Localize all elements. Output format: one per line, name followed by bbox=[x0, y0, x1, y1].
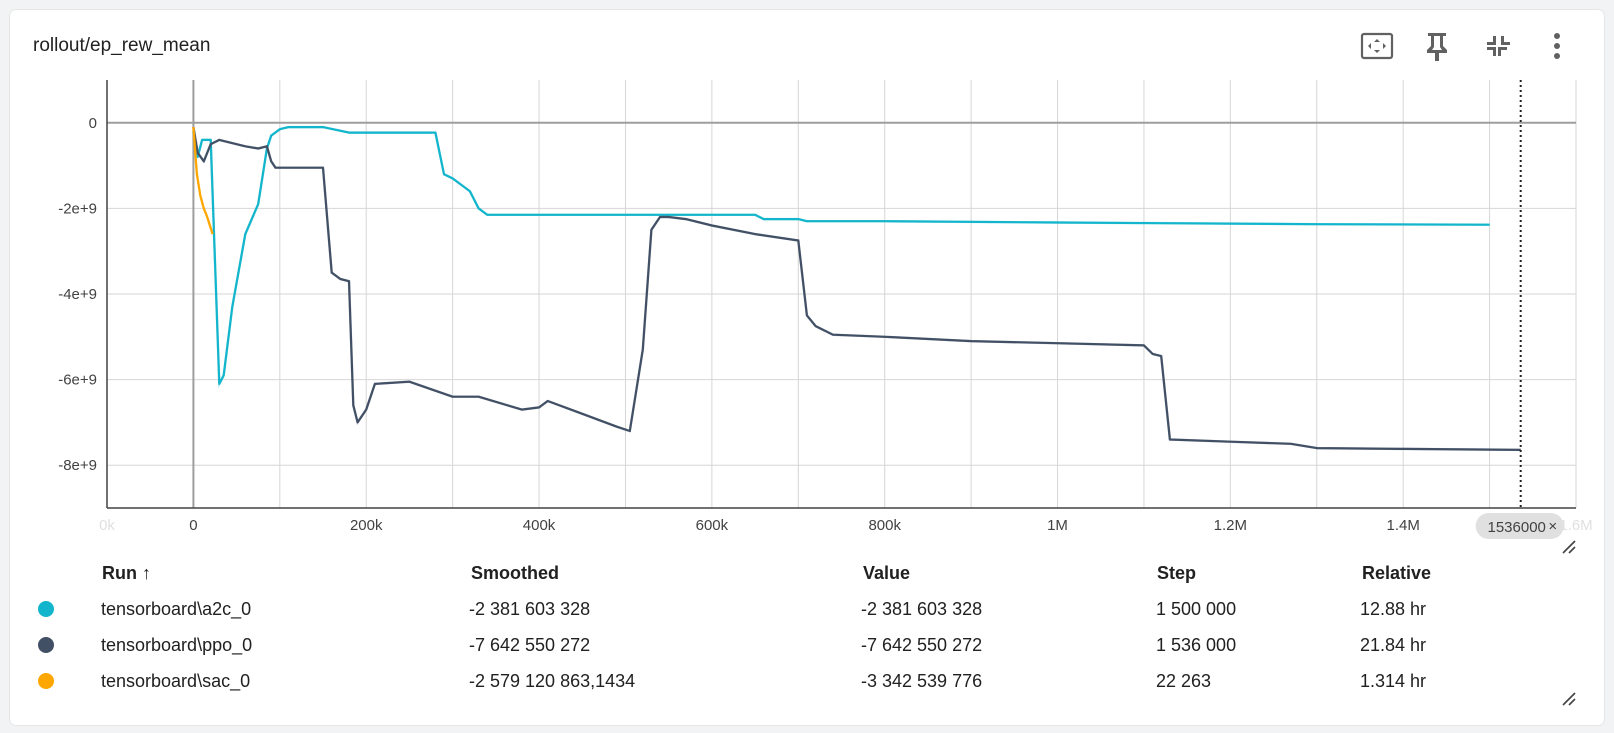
pin-button[interactable] bbox=[1416, 28, 1458, 64]
x-tick-label: 1.6M bbox=[1559, 517, 1592, 534]
relative-value: 12.88 hr bbox=[1360, 599, 1427, 619]
x-tick-label: 0k bbox=[99, 517, 115, 534]
raw-value: -2 381 603 328 bbox=[861, 599, 983, 619]
x-tick-label: 0 bbox=[189, 517, 197, 534]
step-value: 22 263 bbox=[1156, 671, 1212, 691]
close-icon[interactable]: × bbox=[1548, 518, 1557, 535]
relative-value: 1.314 hr bbox=[1360, 671, 1427, 691]
run-color-dot bbox=[38, 637, 54, 653]
step-value: 1 536 000 bbox=[1156, 635, 1237, 655]
x-tick-label: 800k bbox=[868, 517, 901, 534]
y-tick-label: -4e+9 bbox=[58, 286, 97, 303]
more-options-button[interactable] bbox=[1536, 28, 1578, 64]
series-line bbox=[192, 126, 1521, 451]
x-tick-label: 1.2M bbox=[1214, 517, 1247, 534]
sort-arrow-icon: ↑ bbox=[142, 563, 152, 583]
smoothed-value: -2 579 120 863,1434 bbox=[469, 671, 636, 691]
series-raw-line bbox=[192, 125, 1490, 389]
hover-indicator: 1536000 × bbox=[1475, 80, 1564, 539]
series-line bbox=[192, 127, 214, 235]
raw-value: -7 642 550 272 bbox=[861, 635, 983, 655]
run-name: tensorboard\sac_0 bbox=[101, 671, 251, 691]
table-row: tensorboard\a2c_0 -2 381 603 328 -2 381 … bbox=[0, 592, 1614, 626]
smoothed-value: -2 381 603 328 bbox=[469, 599, 591, 619]
header-relative[interactable]: Relative bbox=[1362, 563, 1432, 583]
header-smoothed[interactable]: Smoothed bbox=[471, 563, 559, 583]
x-tick-label: 600k bbox=[696, 517, 729, 534]
collapse-button[interactable] bbox=[1476, 28, 1518, 64]
chart-ticks: 0 -2e+9 -4e+9 -6e+9 -8e+9 0k 0 200k 400k 600k 800k… bbox=[58, 115, 1592, 534]
y-tick-label: -8e+9 bbox=[58, 457, 97, 474]
card-toolbar bbox=[1356, 28, 1578, 64]
step-value: 1 500 000 bbox=[1156, 599, 1237, 619]
chart-series bbox=[192, 125, 1521, 452]
pin-icon bbox=[1427, 33, 1447, 61]
run-color-dot bbox=[38, 601, 54, 617]
header-value[interactable]: Value bbox=[863, 563, 911, 583]
raw-value: -3 342 539 776 bbox=[861, 671, 983, 691]
collapse-icon bbox=[1487, 36, 1510, 56]
x-tick-label: 400k bbox=[523, 517, 556, 534]
resize-icon bbox=[1562, 540, 1576, 554]
table-row: tensorboard\sac_0 -2 579 120 863,1434 -3… bbox=[0, 664, 1614, 698]
run-name: tensorboard\a2c_0 bbox=[101, 599, 252, 619]
more-vert-icon bbox=[1554, 33, 1560, 59]
header-step[interactable]: Step bbox=[1157, 563, 1197, 583]
run-name: tensorboard\ppo_0 bbox=[101, 635, 253, 655]
y-tick-label: -2e+9 bbox=[58, 200, 97, 217]
header-run[interactable]: Run ↑ bbox=[102, 563, 152, 583]
fit-to-data-icon bbox=[1360, 32, 1394, 60]
hover-chip bbox=[1475, 513, 1564, 539]
chart-resize-handle[interactable] bbox=[1560, 538, 1576, 559]
table-header: Run ↑ Smoothed Value Step Relative bbox=[0, 556, 1614, 590]
series-line bbox=[192, 125, 1490, 385]
x-tick-label: 200k bbox=[350, 517, 383, 534]
x-tick-label: 1M bbox=[1047, 517, 1068, 534]
line-chart[interactable]: 0 -2e+9 -4e+9 -6e+9 -8e+9 0k 0 200k 400k 600k 800k… bbox=[0, 78, 1614, 548]
hover-x-label: 1536000 bbox=[1487, 519, 1545, 536]
fit-to-data-button[interactable] bbox=[1356, 28, 1398, 64]
series-raw-line bbox=[192, 126, 1521, 452]
relative-value: 21.84 hr bbox=[1360, 635, 1427, 655]
scalar-card bbox=[10, 10, 1604, 725]
y-tick-label: -6e+9 bbox=[58, 372, 97, 389]
y-tick-label: 0 bbox=[89, 115, 97, 132]
resize-icon bbox=[1562, 692, 1576, 706]
table-row: tensorboard\ppo_0 -7 642 550 272 -7 642 … bbox=[0, 628, 1614, 662]
run-color-dot bbox=[38, 673, 54, 689]
chart-grid bbox=[106, 80, 1577, 509]
smoothed-value: -7 642 550 272 bbox=[469, 635, 591, 655]
x-tick-label: 1.4M bbox=[1386, 517, 1419, 534]
table-resize-handle[interactable] bbox=[1560, 690, 1576, 711]
card-title: rollout/ep_rew_mean bbox=[33, 35, 211, 56]
